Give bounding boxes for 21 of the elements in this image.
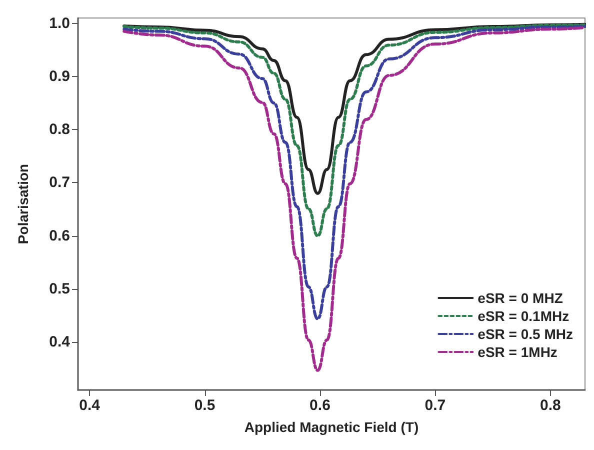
line-series	[122, 26, 586, 372]
y-tick-label: 0.7	[49, 174, 70, 192]
legend-label: eSR = 0 MHZ	[478, 290, 564, 306]
y-tick-label: 0.5	[49, 280, 70, 298]
x-tick-label: 0.7	[424, 397, 446, 414]
y-tick-label: 0.8	[49, 121, 70, 138]
y-tick-label: 0.6	[49, 227, 70, 244]
y-tick-label: 0.9	[49, 68, 70, 85]
legend-label: eSR = 1MHz	[478, 344, 558, 360]
x-axis-title: Applied Magnetic Field (T)	[244, 419, 419, 435]
x-tick-label: 0.4	[79, 397, 101, 414]
x-tick-label: 0.8	[540, 397, 561, 414]
x-tick-label: 0.6	[310, 397, 330, 414]
x-tick-label: 0.5	[194, 397, 216, 414]
y-axis-title: Polarisation	[15, 164, 31, 244]
line-series	[122, 25, 586, 320]
y-tick-label: 1.0	[49, 14, 70, 32]
line-series	[122, 23, 586, 238]
legend-label: eSR = 0.5 MHz	[478, 326, 574, 342]
y-tick-label: 0.4	[49, 334, 71, 351]
legend-label: eSR = 0.1MHz	[478, 308, 570, 324]
